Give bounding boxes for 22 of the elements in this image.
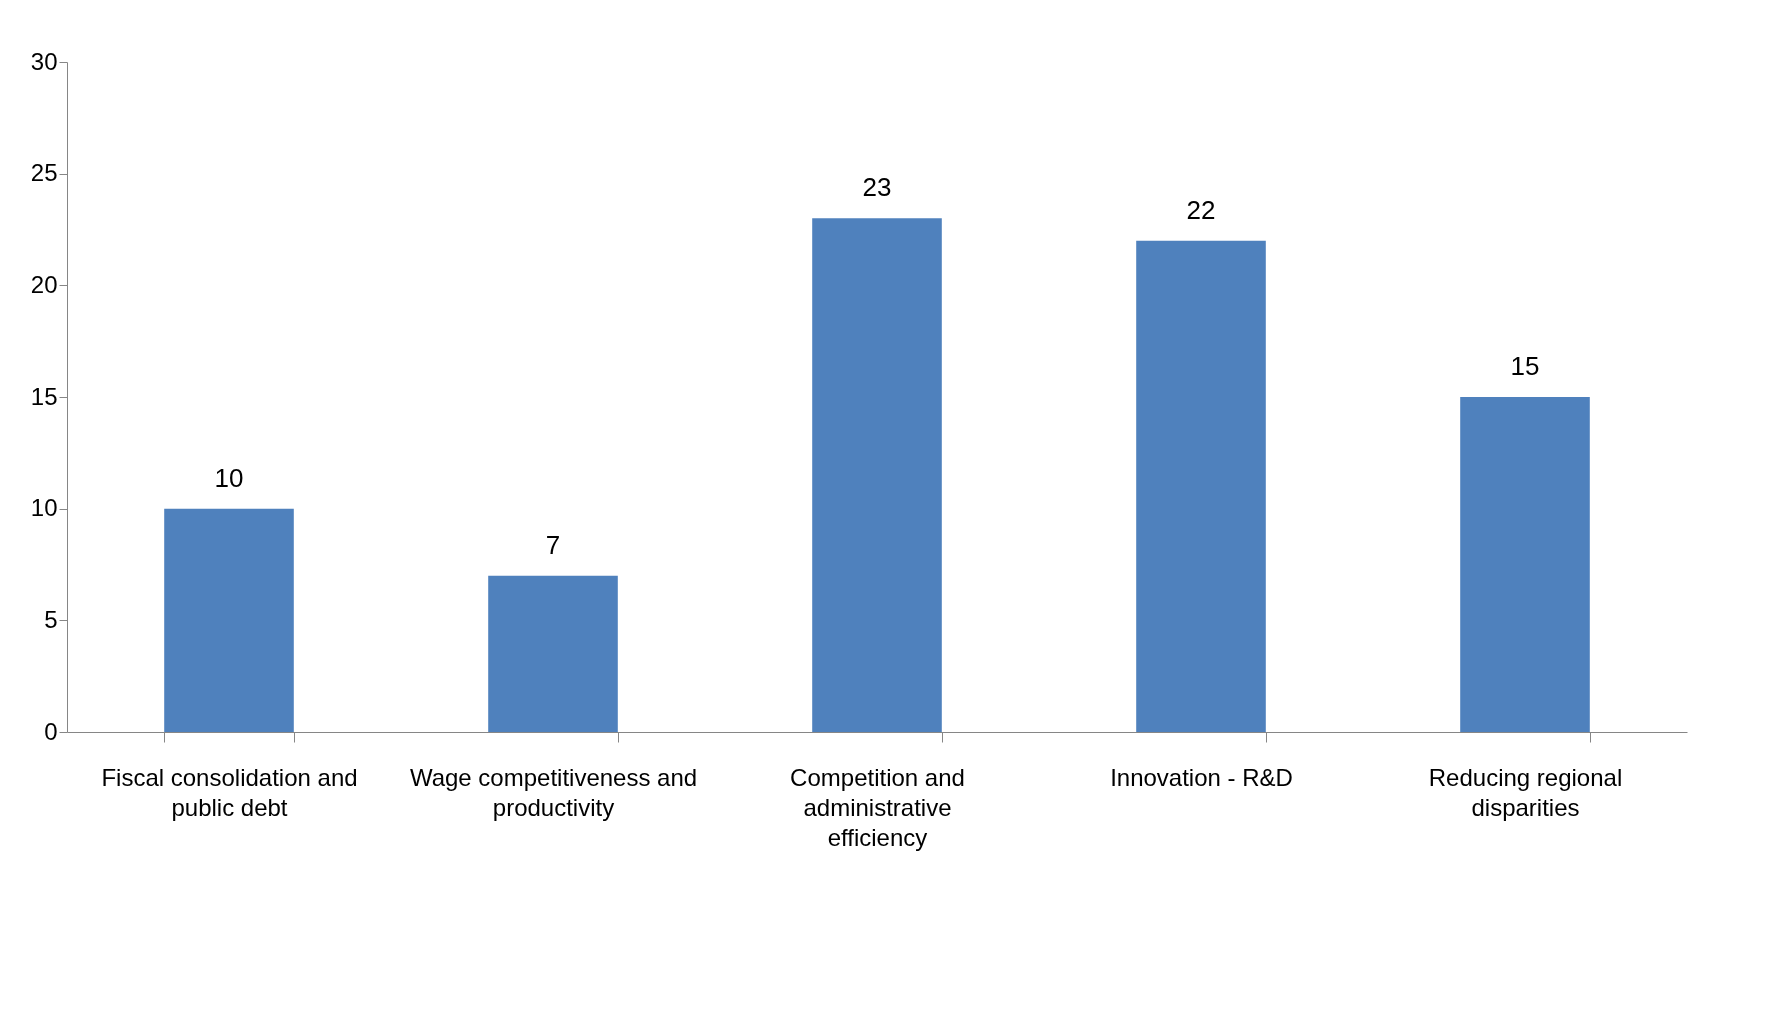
y-tick-label: 20 <box>30 270 58 298</box>
x-tick-label: Innovation - R&D <box>1110 763 1293 791</box>
y-tick-label: 0 <box>44 717 58 745</box>
bar <box>1136 240 1266 732</box>
x-tick-label: Competition and administrative efficiency <box>790 763 965 851</box>
y-tick-label: 10 <box>30 494 58 522</box>
y-tick-label: 5 <box>44 605 58 633</box>
data-label: 10 <box>214 462 244 493</box>
x-tick-label: Wage competitiveness and productivity <box>409 763 698 821</box>
bar <box>164 508 294 732</box>
data-label: 7 <box>545 529 561 560</box>
data-label: 15 <box>1510 351 1540 381</box>
data-label: 23 <box>862 172 892 203</box>
bar <box>812 218 942 732</box>
y-tick-label: 30 <box>30 47 58 75</box>
x-tick-label: Fiscal consolidation and public debt <box>101 763 358 821</box>
x-tick-label: Reducing regional disparities <box>1428 763 1623 821</box>
bar <box>488 575 618 732</box>
data-label: 22 <box>1186 194 1216 225</box>
y-tick-label: 15 <box>30 382 58 410</box>
bar <box>1460 397 1590 732</box>
y-tick-label: 25 <box>30 159 58 187</box>
